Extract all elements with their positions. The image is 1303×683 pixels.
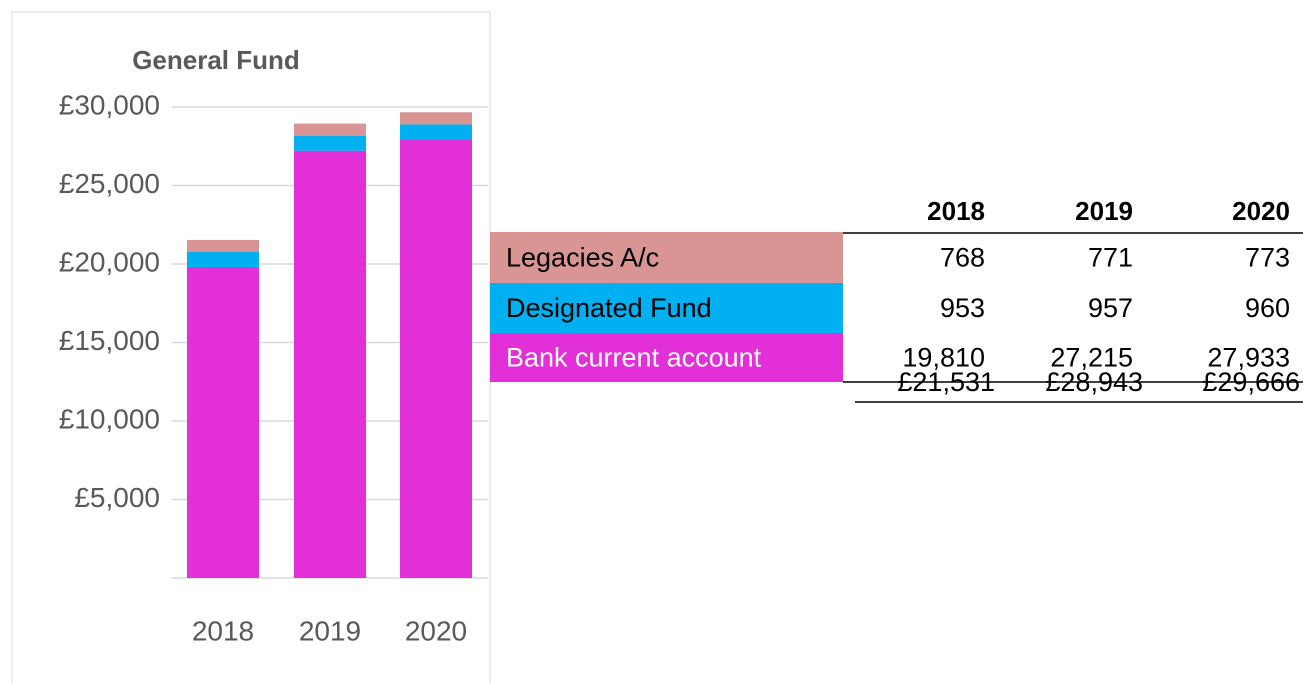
y-tick-label: £5,000 bbox=[74, 482, 160, 513]
table-cell: 27,215 bbox=[1050, 343, 1133, 373]
bar-segment bbox=[187, 266, 259, 578]
table-cell: 773 bbox=[1245, 243, 1290, 273]
bar-segment bbox=[294, 150, 366, 579]
legend-swatch bbox=[490, 333, 843, 382]
row-label: Legacies A/c bbox=[506, 243, 659, 273]
bar-segment bbox=[400, 112, 472, 125]
table-header: 2019 bbox=[1075, 196, 1133, 226]
y-tick-label: £25,000 bbox=[59, 168, 160, 199]
row-label: Designated Fund bbox=[506, 293, 712, 323]
y-tick-label: £30,000 bbox=[59, 89, 160, 120]
bar-segment bbox=[294, 135, 366, 151]
table-total: £29,666 bbox=[1202, 367, 1300, 397]
table-total: £21,531 bbox=[897, 367, 995, 397]
x-tick-label: 2019 bbox=[299, 615, 361, 646]
x-tick-label: 2020 bbox=[405, 615, 467, 646]
bar-segment bbox=[400, 124, 472, 140]
table-cell: 768 bbox=[940, 243, 985, 273]
x-tick-label: 2018 bbox=[192, 615, 254, 646]
bar-segment bbox=[187, 252, 259, 267]
y-tick-label: £10,000 bbox=[59, 403, 160, 434]
legend-swatch bbox=[490, 283, 843, 333]
legend-swatch bbox=[490, 232, 843, 283]
table-cell: 19,810 bbox=[902, 343, 985, 373]
bar-segment bbox=[294, 123, 366, 136]
y-tick-label: £20,000 bbox=[59, 246, 160, 277]
table-cell: 960 bbox=[1245, 293, 1290, 323]
table-header: 2020 bbox=[1232, 196, 1290, 226]
table-total: £28,943 bbox=[1045, 367, 1143, 397]
chart-title: General Fund bbox=[132, 45, 300, 75]
table-cell: 957 bbox=[1088, 293, 1133, 323]
table-cell: 771 bbox=[1088, 243, 1133, 273]
y-tick-label: £15,000 bbox=[59, 325, 160, 356]
bar-segment bbox=[400, 139, 472, 578]
table-cell: 27,933 bbox=[1207, 343, 1290, 373]
bar-segment bbox=[187, 239, 259, 253]
row-label: Bank current account bbox=[506, 343, 762, 373]
table-cell: 953 bbox=[940, 293, 985, 323]
table-header: 2018 bbox=[927, 196, 985, 226]
